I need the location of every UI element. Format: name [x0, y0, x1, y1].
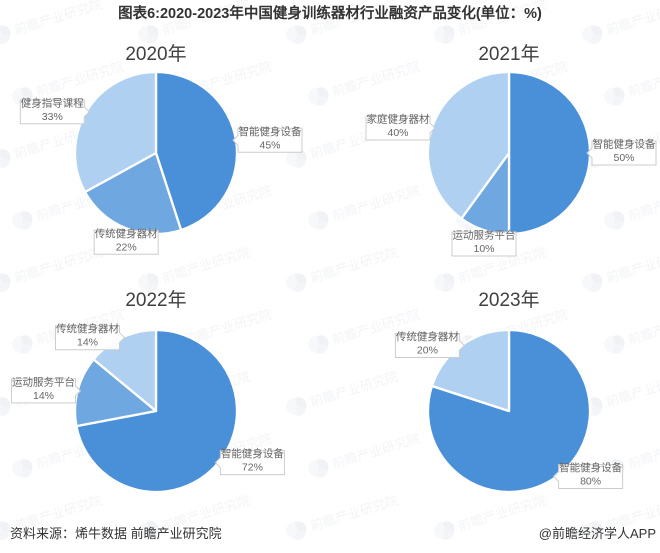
svg-text:72%: 72% — [242, 462, 263, 474]
svg-text:14%: 14% — [33, 390, 54, 402]
svg-text:智能健身设备: 智能健身设备 — [593, 138, 656, 151]
svg-text:传统健身器材: 传统健身器材 — [396, 330, 459, 343]
svg-text:2023年: 2023年 — [478, 289, 539, 311]
svg-text:资料来源：烯牛数据 前瞻产业研究院: 资料来源：烯牛数据 前瞻产业研究院 — [10, 526, 222, 541]
svg-text:20%: 20% — [417, 345, 438, 357]
svg-text:传统健身器材: 传统健身器材 — [56, 322, 119, 335]
svg-text:22%: 22% — [116, 241, 137, 253]
svg-text:家庭健身器材: 家庭健身器材 — [367, 113, 430, 126]
svg-text:智能健身设备: 智能健身设备 — [559, 461, 622, 474]
svg-text:@前瞻经济学人APP: @前瞻经济学人APP — [539, 526, 656, 541]
svg-text:传统健身器材: 传统健身器材 — [95, 227, 158, 240]
svg-text:运动服务平台: 运动服务平台 — [453, 229, 516, 242]
svg-text:14%: 14% — [77, 337, 98, 349]
svg-text:智能健身设备: 智能健身设备 — [239, 125, 302, 138]
svg-text:50%: 50% — [613, 152, 634, 164]
svg-text:40%: 40% — [387, 127, 408, 139]
svg-text:2021年: 2021年 — [478, 43, 539, 65]
svg-text:33%: 33% — [42, 111, 63, 123]
svg-text:图表6:2020-2023年中国健身训练器材行业融资产品变化: 图表6:2020-2023年中国健身训练器材行业融资产品变化(单位：%) — [118, 4, 542, 22]
svg-text:运动服务平台: 运动服务平台 — [12, 375, 75, 388]
svg-text:45%: 45% — [259, 139, 280, 151]
svg-text:2022年: 2022年 — [125, 289, 186, 311]
svg-text:智能健身设备: 智能健身设备 — [221, 447, 284, 460]
svg-text:10%: 10% — [473, 243, 494, 255]
svg-text:2020年: 2020年 — [125, 43, 186, 65]
svg-text:80%: 80% — [580, 476, 601, 488]
svg-text:健身指导课程: 健身指导课程 — [21, 96, 84, 109]
